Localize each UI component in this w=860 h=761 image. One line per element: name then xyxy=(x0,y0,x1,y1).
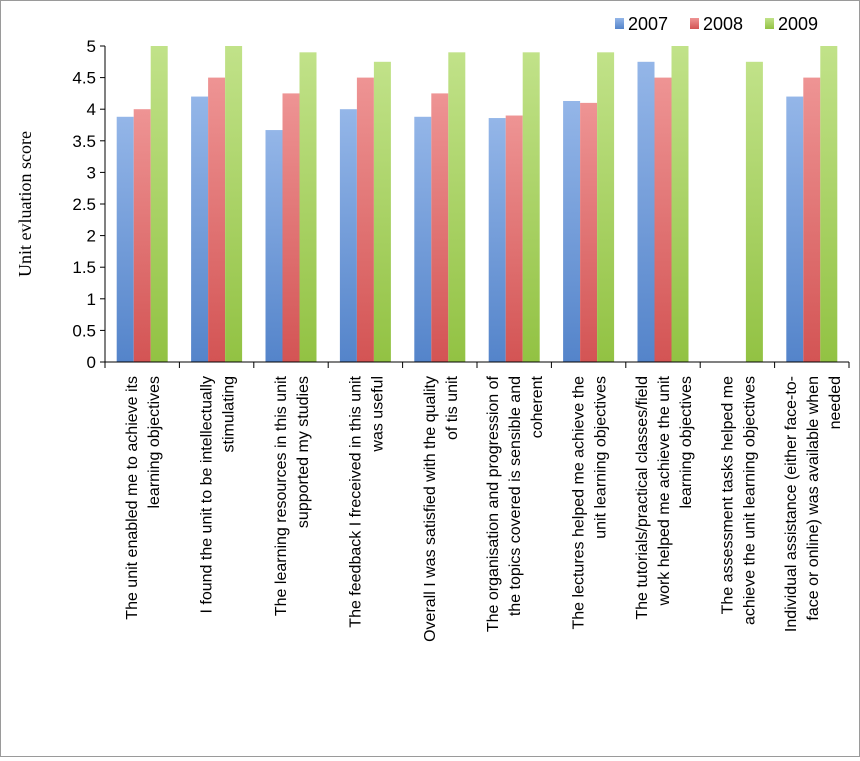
bar-2007 xyxy=(116,116,134,362)
x-tick-label-line: achieve the unit learning objectives xyxy=(741,376,758,625)
legend-label-2007: 2007 xyxy=(628,14,668,34)
y-tick-label: 2.5 xyxy=(72,195,96,214)
x-tick-label-line: Overall I was satisfied with the quality xyxy=(422,376,439,642)
bar-2008 xyxy=(133,109,151,362)
bar-2008 xyxy=(580,102,598,362)
bar-2007 xyxy=(786,96,804,362)
bar-2009 xyxy=(150,46,168,362)
bar-2009 xyxy=(745,61,763,363)
x-tick-label: The tutorials/practical classes/field wor… xyxy=(634,375,695,619)
x-tick-label-line: face or online) was available when xyxy=(805,376,822,621)
bar-2008 xyxy=(505,115,523,363)
bar-2007 xyxy=(563,100,581,362)
bar-2008 xyxy=(208,77,226,362)
x-tick-label: The learning resources in this unit suppo… xyxy=(273,375,312,616)
bar-2009 xyxy=(597,52,615,362)
y-tick-label: 2 xyxy=(87,227,96,246)
x-tick-label: The feedback I freceived in this unit was… xyxy=(347,375,386,627)
bar-2009 xyxy=(225,46,243,362)
x-tick-label: The lectures helped me achieve the unit l… xyxy=(571,376,610,630)
x-tick-label-line: the topics covered is sensible and xyxy=(507,376,524,616)
x-tick-label-line: I found the unit to be intellectually xyxy=(199,376,216,614)
legend-label-2008: 2008 xyxy=(703,14,743,34)
y-axis-label: Unit evluation score xyxy=(15,131,35,277)
x-tick-label-line: Individual assistance (either face-to- xyxy=(783,376,800,632)
x-tick-label-line: of tis unit xyxy=(444,375,461,440)
x-tick-label-line: work helped me achieve the unit xyxy=(656,375,673,606)
x-tick-label: I found the unit to be intellectually sti… xyxy=(199,376,238,614)
legend-swatch-2009 xyxy=(765,18,774,29)
bar-2009 xyxy=(448,52,466,362)
x-tick-label-line: The tutorials/practical classes/field xyxy=(634,376,651,620)
x-tick-label: Individual assistance (either face-to-fa… xyxy=(783,376,844,632)
x-tick-label-line: supported my studies xyxy=(295,376,312,528)
x-tick-label: The assessment tasks helped me achieve th… xyxy=(719,376,758,625)
x-tick-label-line: The organisation and progression of xyxy=(485,375,502,632)
x-tick-label-line: coherent xyxy=(529,375,546,438)
y-axis: 0 0.5 1 1.5 2 2.5 3 3.5 4 4.5 5 xyxy=(72,37,106,372)
bar-2009 xyxy=(373,61,391,363)
bar-2007 xyxy=(414,116,432,362)
bar-2009 xyxy=(820,46,838,362)
bar-2007 xyxy=(339,109,357,362)
x-tick-label-line: The learning resources in this unit xyxy=(273,375,290,616)
x-tick-label-line: unit learning objectives xyxy=(593,376,610,539)
x-tick-label-line: needed xyxy=(827,376,844,429)
x-tick-label-line: The unit enabled me to achieve its xyxy=(124,376,141,620)
y-tick-label: 4 xyxy=(87,100,96,119)
bar-2008 xyxy=(356,77,374,362)
y-tick-label: 3.5 xyxy=(72,132,96,151)
y-tick-label: 0 xyxy=(87,353,96,372)
legend-label-2009: 2009 xyxy=(778,14,818,34)
x-tick-label-line: learning objectives xyxy=(678,376,695,509)
bar-2007 xyxy=(488,118,506,362)
bar-2008 xyxy=(654,77,672,362)
x-axis: The unit enabled me to achieve its learni… xyxy=(104,361,850,642)
bar-2007 xyxy=(637,61,655,363)
bar-2007 xyxy=(191,96,209,362)
bar-2008 xyxy=(282,93,300,363)
y-tick-label: 5 xyxy=(87,37,96,56)
bar-2007 xyxy=(265,130,283,362)
bar-2008 xyxy=(803,77,821,362)
legend-swatch-2007 xyxy=(615,18,624,29)
y-tick-label: 4.5 xyxy=(72,69,96,88)
y-tick-label: 3 xyxy=(87,163,96,182)
x-tick-label-line: The feedback I freceived in this unit xyxy=(347,375,364,627)
x-tick-label-line: The lectures helped me achieve the xyxy=(571,376,588,630)
bar-2009 xyxy=(671,46,689,362)
x-tick-label-line: The assessment tasks helped me xyxy=(719,376,736,614)
bar-2009 xyxy=(522,52,540,362)
bar-2009 xyxy=(299,52,317,362)
x-tick-label-line: stimulating xyxy=(221,376,238,452)
x-tick-label-line: was useful xyxy=(369,376,386,453)
y-tick-label: 1.5 xyxy=(72,258,96,277)
bar-2008 xyxy=(431,93,449,363)
y-tick-label: 1 xyxy=(87,290,96,309)
bars xyxy=(116,46,838,363)
x-tick-label: The organisation and progression of the t… xyxy=(485,375,546,632)
legend: 2007 2008 2009 xyxy=(615,14,818,34)
legend-swatch-2008 xyxy=(690,18,699,29)
x-tick-label: The unit enabled me to achieve its learni… xyxy=(124,376,163,620)
y-tick-label: 0.5 xyxy=(72,321,96,340)
x-tick-label: Overall I was satisfied with the quality… xyxy=(422,375,461,641)
x-tick-label-line: learning objectives xyxy=(146,376,163,509)
